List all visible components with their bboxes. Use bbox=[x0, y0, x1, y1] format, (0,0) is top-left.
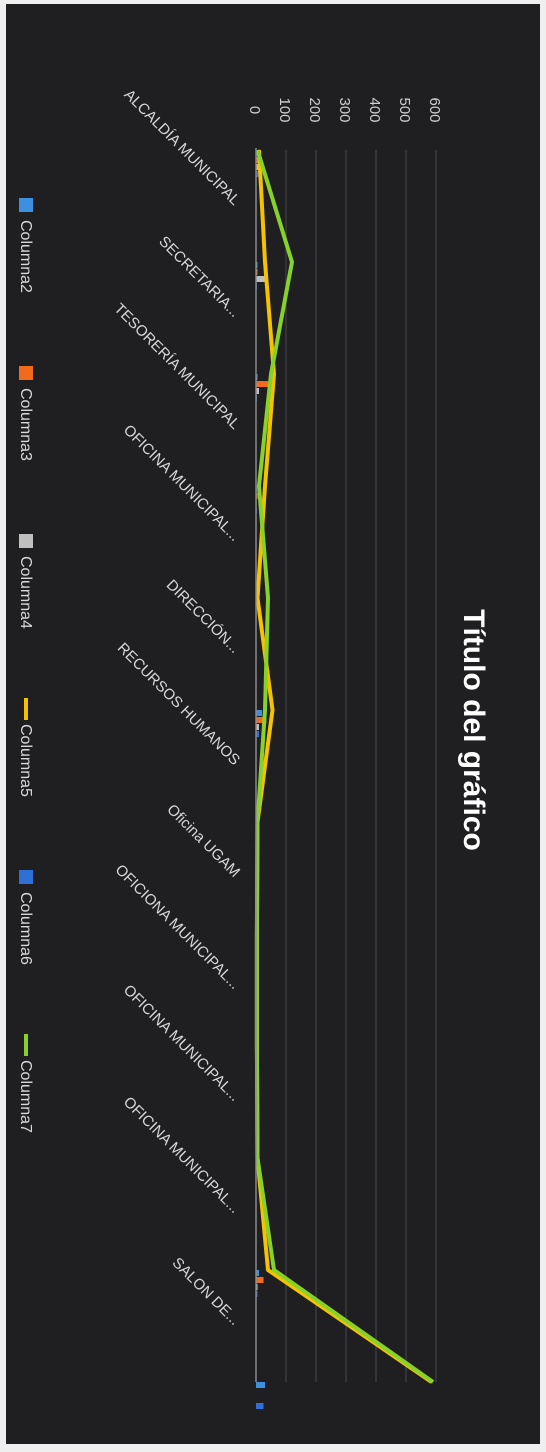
legend-label-columna2: Columna2 bbox=[17, 220, 34, 293]
y-tick-label: 400 bbox=[366, 97, 383, 122]
legend-swatch-columna4 bbox=[19, 534, 33, 548]
bar-columna4 bbox=[256, 276, 265, 282]
line-columna7 bbox=[254, 149, 435, 1384]
bar-columna2 bbox=[256, 1382, 265, 1388]
legend-swatch-columna3 bbox=[19, 366, 33, 380]
bar-columna3 bbox=[256, 1277, 264, 1283]
bar-columna3 bbox=[256, 381, 268, 387]
bar-columna6 bbox=[256, 1403, 264, 1409]
chart-title: Título del gráfico bbox=[457, 609, 490, 851]
legend-swatch-columna6 bbox=[19, 870, 33, 884]
y-tick-label: 500 bbox=[396, 97, 413, 122]
y-tick-label: 200 bbox=[306, 97, 323, 122]
bar-columna2 bbox=[256, 710, 262, 716]
legend-label-columna4: Columna4 bbox=[17, 556, 34, 629]
y-axis-ticks: 0 100 200 300 400 500 600 bbox=[246, 97, 443, 122]
y-tick-label: 300 bbox=[336, 97, 353, 122]
legend-label-columna7: Columna7 bbox=[17, 1060, 34, 1133]
legend-label-columna6: Columna6 bbox=[17, 892, 34, 965]
y-tick-label: 600 bbox=[426, 97, 443, 122]
y-tick-label: 100 bbox=[276, 97, 293, 122]
legend-label-columna3: Columna3 bbox=[17, 388, 34, 461]
gridlines bbox=[285, 150, 437, 1382]
legend: Columna2 Columna3 Columna4 Columna5 Columna6… bbox=[17, 198, 34, 1133]
legend-label-columna5: Columna5 bbox=[17, 724, 34, 797]
line-series bbox=[254, 149, 435, 1384]
legend-swatch-columna2 bbox=[19, 198, 33, 212]
y-tick-label: 0 bbox=[246, 106, 263, 114]
